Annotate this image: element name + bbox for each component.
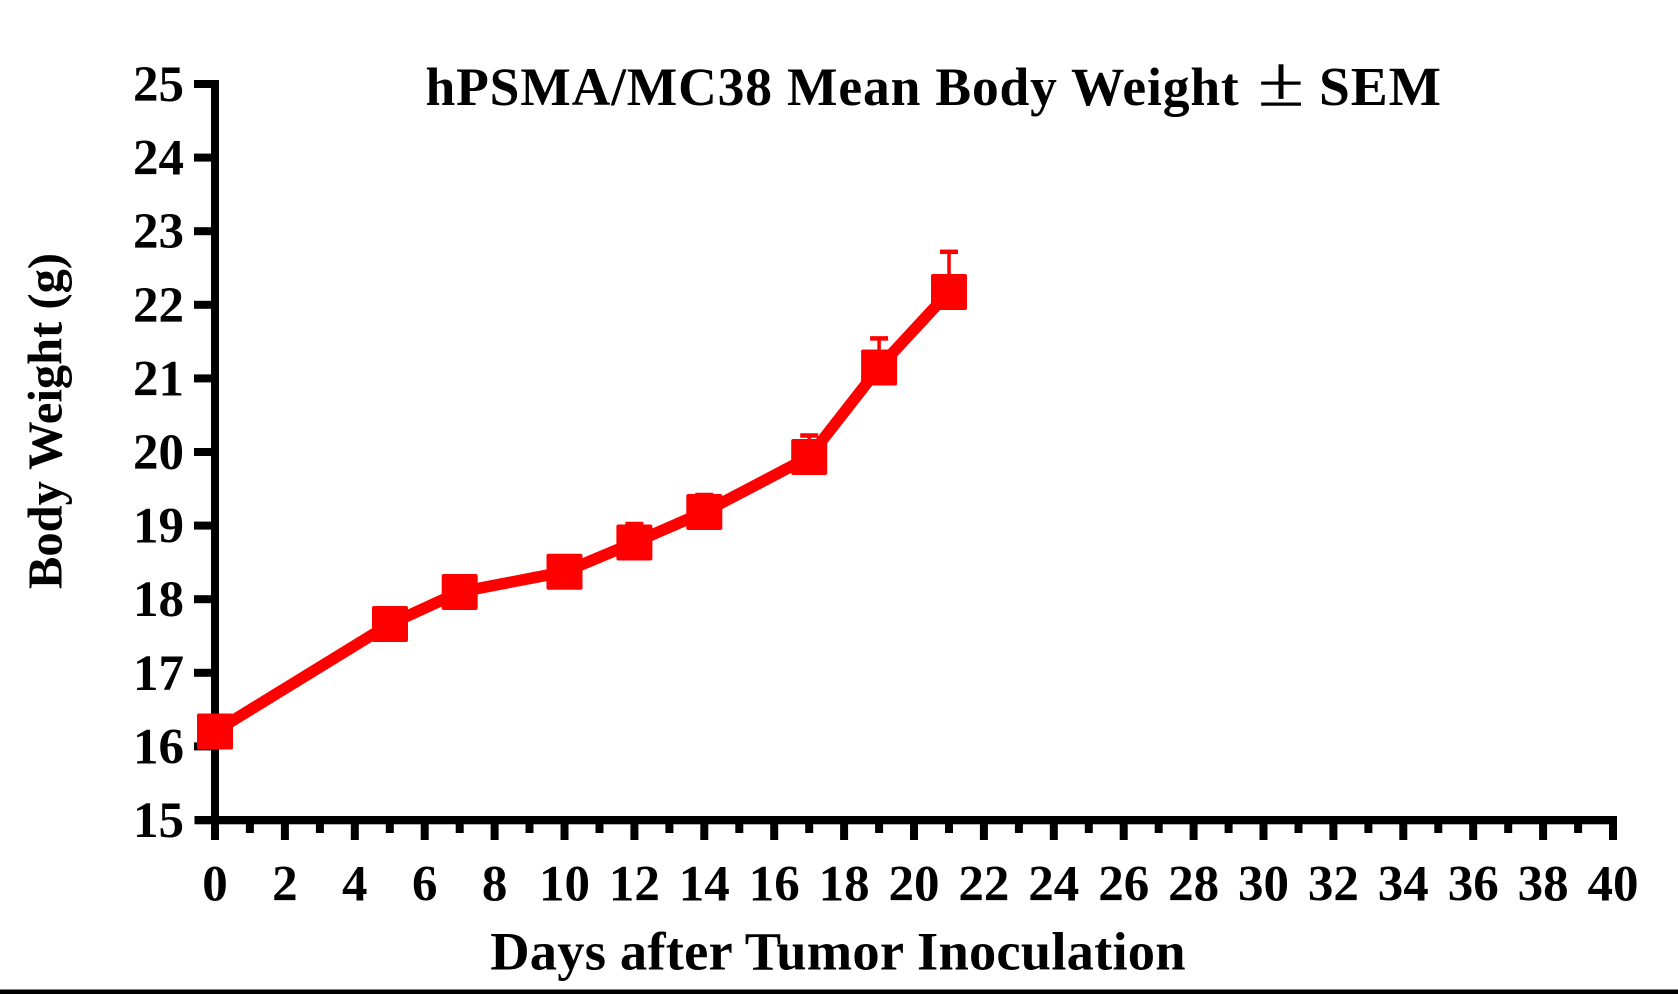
svg-text:18: 18 bbox=[133, 572, 184, 628]
svg-text:17: 17 bbox=[133, 646, 184, 702]
svg-text:8: 8 bbox=[482, 857, 508, 913]
svg-text:36: 36 bbox=[1448, 857, 1499, 913]
svg-text:22: 22 bbox=[958, 857, 1009, 913]
svg-text:30: 30 bbox=[1238, 857, 1289, 913]
svg-text:20: 20 bbox=[889, 857, 940, 913]
svg-text:28: 28 bbox=[1168, 857, 1219, 913]
svg-text:20: 20 bbox=[133, 425, 184, 481]
svg-text:SEM: SEM bbox=[1319, 57, 1442, 118]
svg-text:15: 15 bbox=[133, 793, 184, 849]
svg-text:25: 25 bbox=[133, 57, 184, 113]
svg-text:14: 14 bbox=[679, 857, 730, 913]
svg-text:23: 23 bbox=[133, 204, 184, 260]
svg-text:12: 12 bbox=[609, 857, 660, 913]
svg-text:Body Weight (g): Body Weight (g) bbox=[20, 253, 73, 589]
svg-text:21: 21 bbox=[133, 351, 184, 407]
svg-text:hPSMA/MC38 Mean Body Weight: hPSMA/MC38 Mean Body Weight bbox=[426, 57, 1240, 117]
svg-text:6: 6 bbox=[412, 857, 438, 913]
svg-text:24: 24 bbox=[133, 131, 184, 187]
svg-text:4: 4 bbox=[342, 857, 368, 913]
svg-text:24: 24 bbox=[1028, 857, 1079, 913]
svg-text:Days after Tumor Inoculation: Days after Tumor Inoculation bbox=[490, 920, 1186, 981]
svg-text:26: 26 bbox=[1098, 857, 1149, 913]
svg-text:16: 16 bbox=[749, 857, 800, 913]
svg-text:38: 38 bbox=[1518, 857, 1569, 913]
svg-text:34: 34 bbox=[1378, 857, 1429, 913]
svg-text:10: 10 bbox=[539, 857, 590, 913]
svg-text:18: 18 bbox=[819, 857, 870, 913]
svg-text:40: 40 bbox=[1588, 857, 1639, 913]
svg-text:22: 22 bbox=[133, 278, 184, 334]
svg-text:16: 16 bbox=[133, 719, 184, 775]
svg-text:19: 19 bbox=[133, 499, 184, 555]
svg-text:2: 2 bbox=[272, 857, 298, 913]
svg-text:0: 0 bbox=[202, 857, 228, 913]
svg-text:32: 32 bbox=[1308, 857, 1359, 913]
